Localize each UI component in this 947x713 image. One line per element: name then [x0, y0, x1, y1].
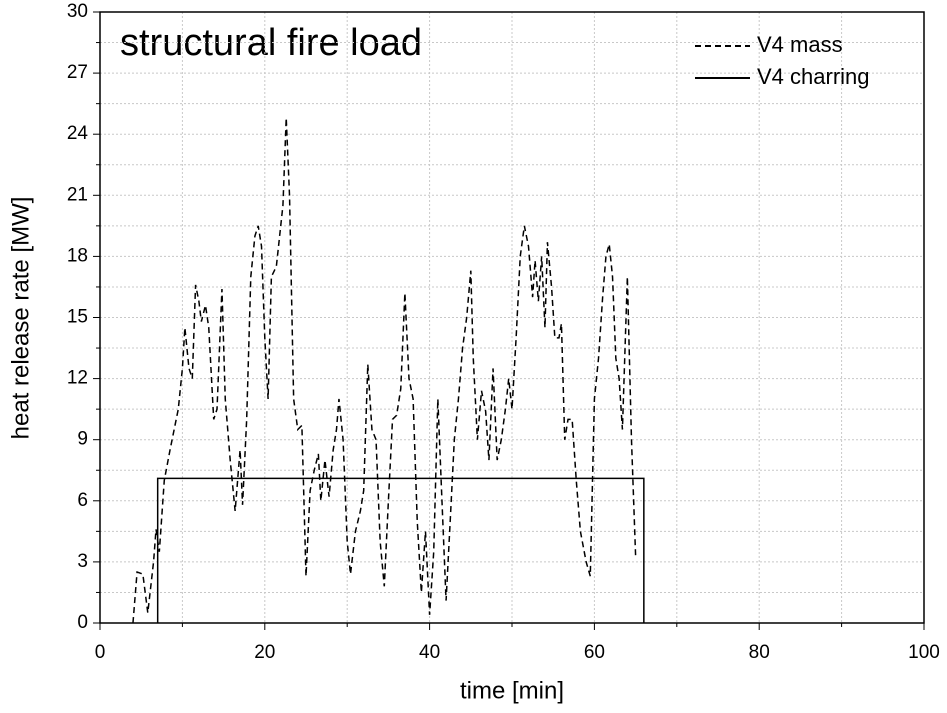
line-series — [156, 477, 645, 623]
y-tick-label: 21 — [67, 184, 88, 205]
legend-label: V4 charring — [757, 64, 870, 89]
annotation: structural fire load — [120, 22, 422, 64]
y-tick-label: 3 — [77, 551, 88, 572]
y-tick-label: 27 — [67, 62, 88, 83]
y-tick-label: 6 — [77, 490, 88, 511]
y-tick-label: 24 — [67, 123, 89, 144]
x-axis-label: time [min] — [460, 677, 564, 704]
plot-frame — [99, 11, 925, 624]
y-tick-label: 18 — [67, 245, 88, 266]
x-tick-label: 0 — [95, 642, 106, 663]
x-tick-label: 40 — [419, 642, 440, 663]
y-tick-label: 0 — [77, 612, 88, 633]
y-tick-label: 15 — [67, 307, 88, 328]
line-series — [132, 117, 637, 624]
legend-label: V4 mass — [757, 32, 843, 57]
y-tick-label: 12 — [67, 368, 88, 389]
x-tick-label: 60 — [584, 642, 605, 663]
x-tick-label: 100 — [908, 642, 940, 663]
y-axis-label: heat release rate [MW] — [7, 197, 34, 440]
x-tick-label: 20 — [254, 642, 275, 663]
y-tick-label: 9 — [77, 429, 88, 450]
y-tick-label: 30 — [67, 1, 88, 22]
x-tick-label: 80 — [749, 642, 770, 663]
